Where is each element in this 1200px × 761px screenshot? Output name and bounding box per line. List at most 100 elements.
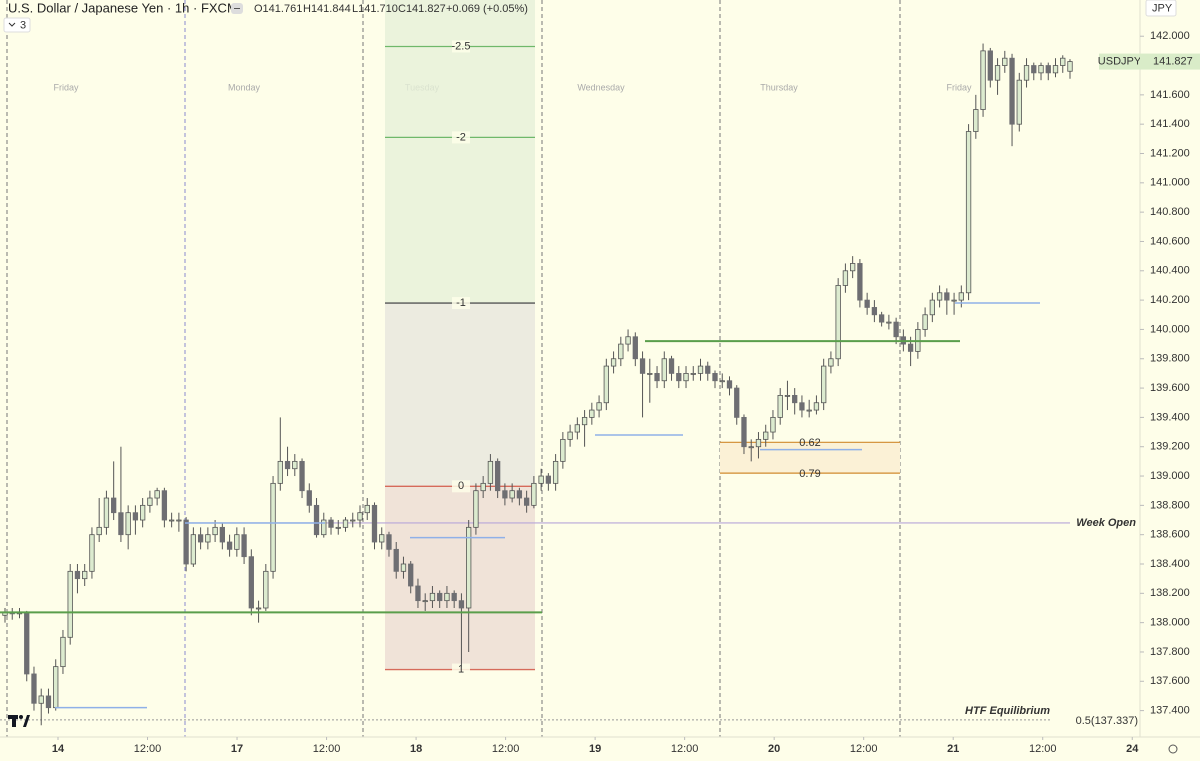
candle-body xyxy=(292,460,298,470)
last-price-label: 141.827 xyxy=(1153,55,1193,67)
candle-body xyxy=(306,490,312,506)
candle-body xyxy=(734,387,740,418)
x-tick-label: 12:00 xyxy=(492,743,520,755)
candle-body xyxy=(603,365,609,404)
candle-body xyxy=(523,497,530,506)
candle-body xyxy=(951,299,957,302)
candle-body xyxy=(654,373,660,382)
y-tick-label: 138.600 xyxy=(1150,529,1190,541)
candle-body xyxy=(277,460,283,484)
candle-body xyxy=(241,534,247,558)
candle-body xyxy=(335,526,341,529)
x-tick-label: 21 xyxy=(947,743,959,755)
chart-title: U.S. Dollar / Japanese Yen · 1h · FXCM xyxy=(8,0,238,15)
settings-icon[interactable] xyxy=(1168,744,1178,754)
y-tick-label: 137.400 xyxy=(1150,705,1190,717)
candle-body xyxy=(806,409,812,412)
candle-body xyxy=(531,482,537,506)
candle-body xyxy=(60,636,66,668)
y-tick-label: 141.600 xyxy=(1150,89,1190,101)
y-tick-label: 138.200 xyxy=(1150,587,1190,599)
candle-body xyxy=(437,592,443,602)
indicator-toggle[interactable] xyxy=(3,17,31,33)
day-label: Friday xyxy=(53,82,79,92)
candle-body xyxy=(1002,57,1008,66)
currency-button[interactable] xyxy=(1145,0,1177,17)
y-tick-label: 139.000 xyxy=(1150,470,1190,482)
fib-label: -2.5 xyxy=(452,40,471,52)
y-tick-label: 140.200 xyxy=(1150,294,1190,306)
candle-body xyxy=(219,526,225,543)
candle-body xyxy=(828,358,834,367)
candle-body xyxy=(770,416,776,433)
candle-body xyxy=(487,460,494,484)
candle-body xyxy=(907,343,914,352)
candle-body xyxy=(125,512,131,536)
candle-body xyxy=(321,519,327,536)
candle-body xyxy=(176,519,182,522)
candle-body xyxy=(850,263,856,272)
candle-body xyxy=(712,373,718,382)
candle-body xyxy=(777,395,783,418)
candle-body xyxy=(842,270,849,286)
candle-body xyxy=(328,519,334,528)
candle-body xyxy=(799,402,805,411)
candle-body xyxy=(958,292,964,301)
candle-body xyxy=(944,292,950,301)
candle-body xyxy=(690,373,696,375)
y-tick-label: 139.600 xyxy=(1150,382,1190,394)
indicator-count: 3 xyxy=(20,19,26,31)
candle-body xyxy=(509,490,515,499)
day-label: Thursday xyxy=(760,82,798,92)
fib-label: 0.79 xyxy=(799,468,820,480)
x-tick-label: 14 xyxy=(52,743,65,755)
candle-body xyxy=(299,460,305,492)
y-tick-label: 138.800 xyxy=(1150,499,1190,511)
candle-body xyxy=(922,314,928,330)
candle-body xyxy=(1009,57,1015,125)
y-tick-label: 139.800 xyxy=(1150,353,1190,365)
candle-body xyxy=(1060,57,1066,66)
candle-body xyxy=(67,570,73,638)
candle-body xyxy=(792,395,798,404)
candle-body xyxy=(1016,79,1022,125)
overlay: Week Open HTF Equilibrium 0.5(137.337) xyxy=(0,302,1138,727)
candle-body xyxy=(212,526,218,536)
candle-body xyxy=(748,446,754,449)
x-tick-label: 17 xyxy=(231,743,243,755)
chevron xyxy=(8,22,16,27)
candle-body xyxy=(763,431,769,440)
logo-part xyxy=(23,715,30,727)
candle-body xyxy=(589,409,595,418)
ohlc-value: H141.844 xyxy=(303,3,351,15)
candle-body xyxy=(248,556,254,609)
candle-body xyxy=(82,570,88,580)
day-label: Wednesday xyxy=(577,82,625,92)
candle-body xyxy=(197,534,204,543)
y-tick-label: 137.600 xyxy=(1150,675,1190,687)
candle-body xyxy=(567,431,573,440)
candle-body xyxy=(111,497,117,514)
candle-body xyxy=(647,373,653,375)
ohlc-value: +0.069 (+0.05%) xyxy=(446,3,528,15)
candle-body xyxy=(516,490,523,499)
candle-body xyxy=(313,504,320,536)
fib-label: -2 xyxy=(456,131,466,143)
last-price-bg xyxy=(1140,53,1200,70)
candle-body xyxy=(1031,65,1037,74)
x-tick-label: 24 xyxy=(1126,743,1139,755)
day-label: Monday xyxy=(228,82,261,92)
candle-body xyxy=(183,519,189,565)
candle-body xyxy=(994,65,1001,81)
x-tick-label: 18 xyxy=(410,743,422,755)
candle-body xyxy=(661,358,667,382)
y-tick-label: 138.400 xyxy=(1150,558,1190,570)
candle-body xyxy=(364,504,370,514)
candle-body xyxy=(31,673,37,704)
candle-body xyxy=(929,299,935,316)
tv-logo xyxy=(8,715,30,727)
candle-body xyxy=(741,416,747,448)
y-tick-label: 140.600 xyxy=(1150,235,1190,247)
candle-body xyxy=(980,50,986,110)
fib-label: 0 xyxy=(458,480,464,492)
